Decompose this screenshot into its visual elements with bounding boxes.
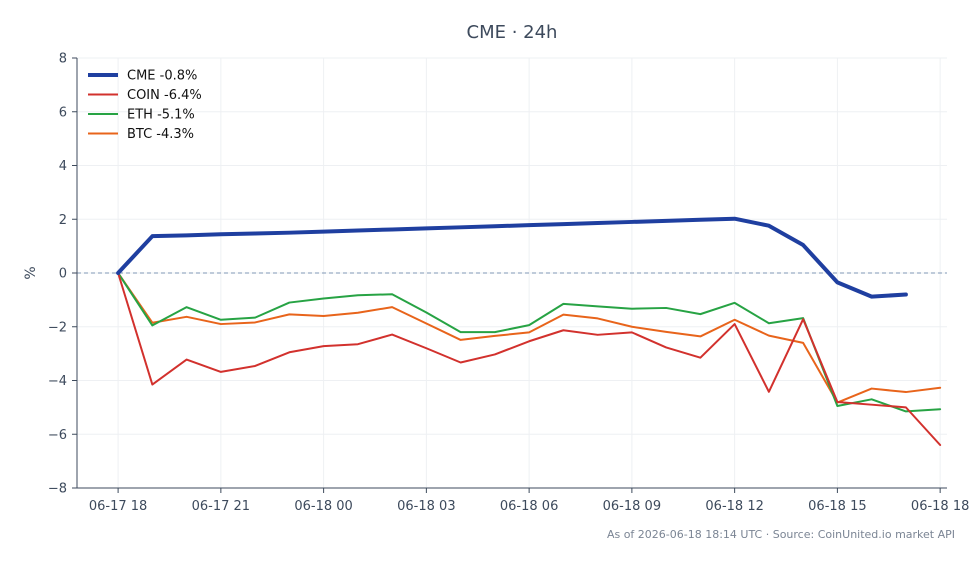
y-tick-label: 6 bbox=[59, 105, 67, 120]
x-tick-label: 06-18 15 bbox=[808, 499, 866, 514]
chart-title: CME · 24h bbox=[467, 22, 558, 43]
y-tick-label: 0 bbox=[59, 267, 67, 282]
series-line-eth bbox=[117, 272, 942, 413]
series-line-cme bbox=[116, 216, 908, 299]
x-tick-label: 06-17 18 bbox=[89, 499, 147, 514]
legend-label: CME -0.8% bbox=[127, 69, 197, 84]
y-tick-label: 8 bbox=[59, 52, 67, 67]
y-axis-label: % bbox=[23, 266, 39, 279]
legend-label: ETH -5.1% bbox=[127, 108, 195, 123]
y-tick-label: −8 bbox=[48, 482, 67, 497]
x-tick-label: 06-18 03 bbox=[397, 499, 455, 514]
series-group bbox=[116, 216, 942, 446]
y-tick-label: 4 bbox=[59, 159, 67, 174]
x-tick-label: 06-18 18 bbox=[911, 499, 969, 514]
x-axis-ticks: 06-17 18 06-17 21 06-18 00 06-18 03 06-18 06… bbox=[89, 488, 969, 514]
legend-label: BTC -4.3% bbox=[127, 127, 194, 142]
y-tick-label: −2 bbox=[48, 320, 67, 335]
y-tick-label: −6 bbox=[48, 428, 67, 443]
legend: CME -0.8% COIN -6.4% ETH -5.1% BTC -4.3% bbox=[88, 69, 202, 142]
x-tick-label: 06-18 09 bbox=[603, 499, 661, 514]
series-line-btc bbox=[117, 272, 942, 404]
y-axis-ticks: −8 −6 −4 −2 0 2 4 6 8 bbox=[48, 52, 77, 497]
legend-label: COIN -6.4% bbox=[127, 88, 202, 103]
footnote: As of 2026-06-18 18:14 UTC · Source: Coi… bbox=[607, 528, 955, 541]
x-tick-label: 06-18 06 bbox=[500, 499, 558, 514]
y-tick-label: 2 bbox=[59, 213, 67, 228]
x-tick-label: 06-18 00 bbox=[294, 499, 352, 514]
x-tick-label: 06-18 12 bbox=[705, 499, 763, 514]
series-line-coin bbox=[117, 272, 942, 446]
y-tick-label: −4 bbox=[48, 374, 67, 389]
x-tick-label: 06-17 21 bbox=[192, 499, 250, 514]
